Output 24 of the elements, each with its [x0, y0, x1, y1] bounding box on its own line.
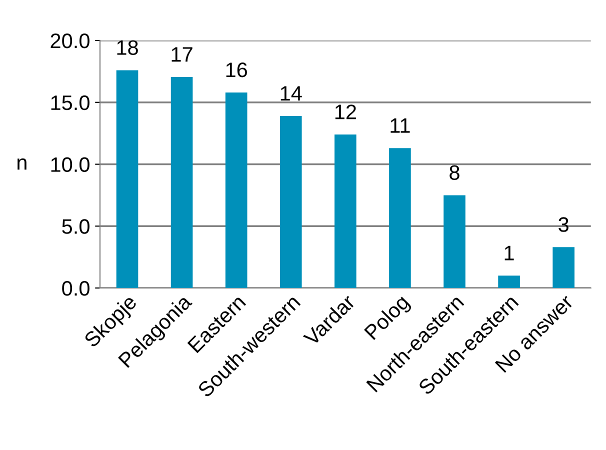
y-tick-label: 10.0: [51, 157, 90, 172]
data-label: 18: [117, 40, 138, 55]
y-tick-label: 5.0: [62, 219, 90, 234]
data-label: 17: [172, 47, 192, 62]
data-label: 8: [450, 165, 460, 180]
bar: [170, 77, 193, 288]
y-tick-label: 0.0: [62, 281, 90, 296]
data-label: 1: [504, 246, 514, 260]
data-label: 16: [226, 62, 248, 78]
bar: [552, 247, 574, 288]
data-label: 14: [280, 86, 302, 101]
y-axis-title: n: [18, 158, 26, 170]
data-label: 12: [335, 104, 356, 120]
y-tick-label: 20.0: [50, 34, 90, 48]
bar: [280, 116, 302, 288]
y-tick-label: 15.0: [51, 95, 90, 110]
data-label: 11: [390, 118, 410, 133]
bar: [334, 134, 356, 288]
bar: [444, 195, 466, 288]
bar: [116, 70, 138, 288]
bar: [498, 276, 520, 288]
data-label: 3: [558, 217, 568, 232]
bar: [389, 148, 411, 288]
bar: [225, 92, 248, 288]
